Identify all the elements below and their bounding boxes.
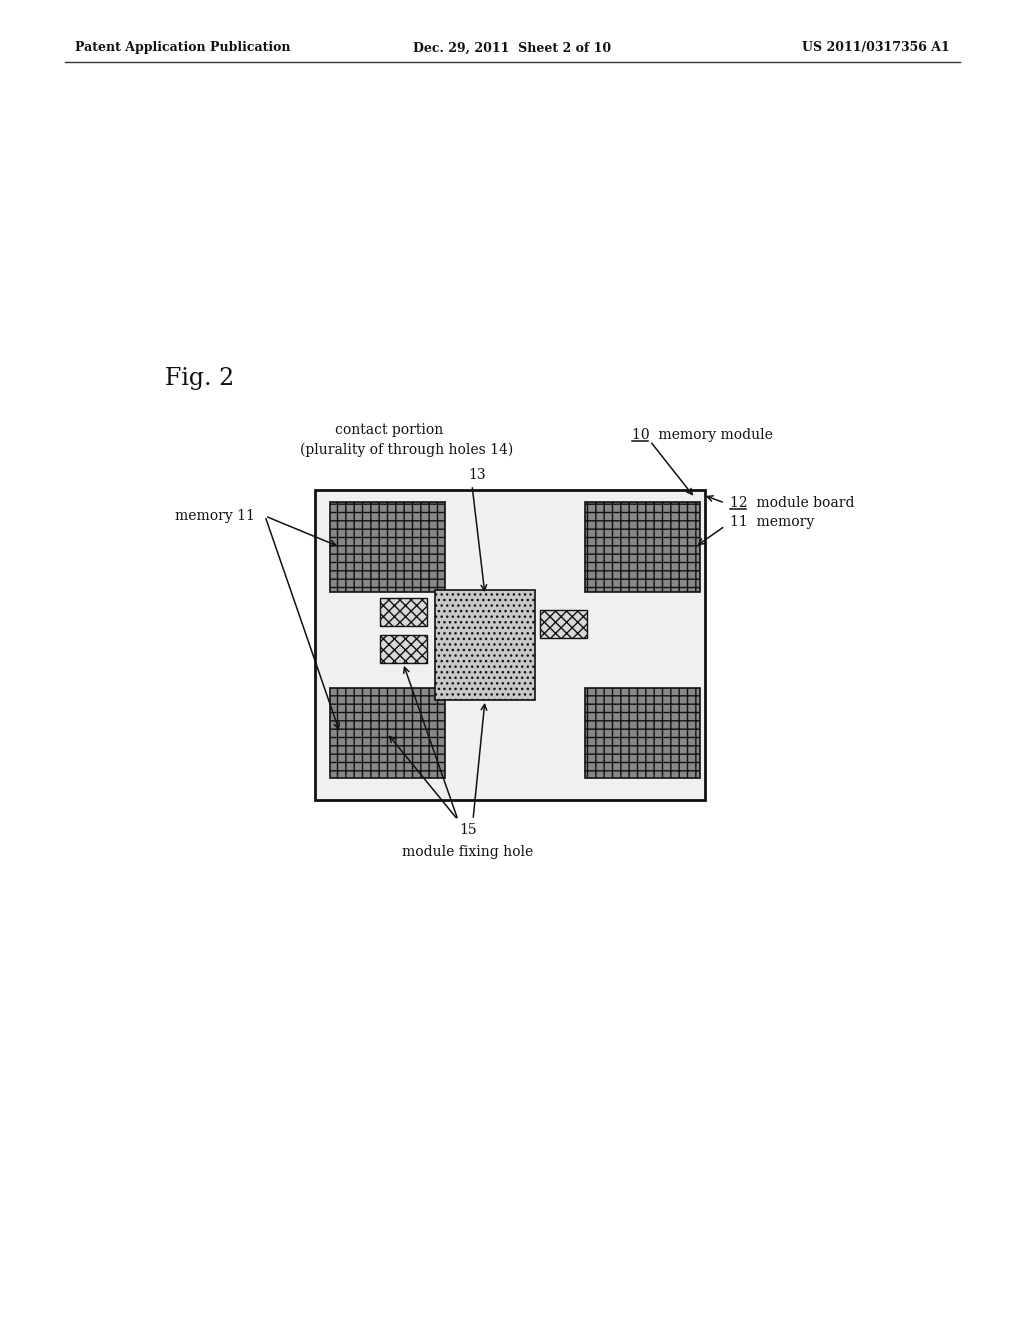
Bar: [435, 590, 535, 700]
Bar: [330, 688, 445, 777]
Bar: [380, 598, 427, 626]
Bar: [315, 490, 705, 800]
Text: 15: 15: [459, 822, 477, 837]
Text: 13: 13: [468, 469, 485, 482]
Text: Dec. 29, 2011  Sheet 2 of 10: Dec. 29, 2011 Sheet 2 of 10: [413, 41, 611, 54]
Text: contact portion: contact portion: [335, 422, 443, 437]
Bar: [380, 635, 427, 663]
Bar: [585, 688, 700, 777]
Text: Fig. 2: Fig. 2: [165, 367, 234, 389]
Text: Patent Application Publication: Patent Application Publication: [75, 41, 291, 54]
Text: (plurality of through holes 14): (plurality of through holes 14): [300, 442, 513, 457]
Bar: [330, 502, 445, 591]
Text: US 2011/0317356 A1: US 2011/0317356 A1: [802, 41, 950, 54]
Text: 12  module board: 12 module board: [730, 496, 854, 510]
Text: module fixing hole: module fixing hole: [402, 845, 534, 859]
Bar: [540, 610, 587, 638]
Text: 11  memory: 11 memory: [730, 515, 814, 529]
Bar: [585, 502, 700, 591]
Text: 10  memory module: 10 memory module: [632, 428, 773, 442]
Text: memory 11: memory 11: [175, 510, 255, 523]
